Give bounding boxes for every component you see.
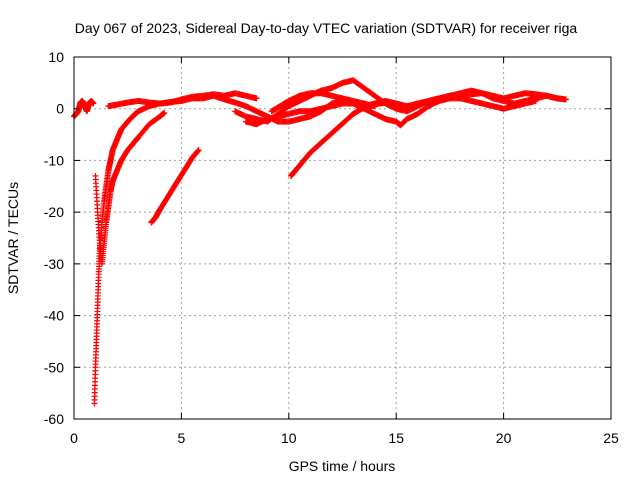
data-point xyxy=(393,100,400,107)
y-tick-label: -40 xyxy=(44,308,64,324)
series-satellite-d xyxy=(148,147,202,226)
x-tick-label: 25 xyxy=(603,430,619,446)
series-satellite-h xyxy=(287,99,400,179)
y-tick-label: -10 xyxy=(44,152,64,168)
y-axis-label: SDTVAR / TECUs xyxy=(5,182,21,294)
y-tick-label: 10 xyxy=(48,49,64,65)
plot-frame xyxy=(73,56,612,420)
y-tick-label: 0 xyxy=(56,101,64,117)
grid xyxy=(74,57,611,419)
data-point xyxy=(194,147,201,154)
series-satellite-g xyxy=(242,95,539,129)
axis-ticks: 0 5 10 15 20 25 10 0 -10 -20 -30 -40 -50 -60 xyxy=(44,49,619,446)
y-tick-label: -60 xyxy=(44,411,64,427)
series-satellite-a xyxy=(71,97,97,120)
y-tick-label: -20 xyxy=(44,204,64,220)
x-axis-label: GPS time / hours xyxy=(289,458,396,474)
y-tick-label: -50 xyxy=(44,359,64,375)
data-point xyxy=(253,95,260,102)
data-point xyxy=(195,147,202,154)
data-point xyxy=(90,100,97,107)
x-tick-label: 15 xyxy=(388,430,404,446)
y-tick-label: -30 xyxy=(44,256,64,272)
series-satellite-b xyxy=(91,90,260,407)
series-satellite-c xyxy=(92,109,168,267)
data-point xyxy=(161,109,168,116)
chart-title: Day 067 of 2023, Sidereal Day-to-day VTE… xyxy=(75,20,578,36)
x-tick-label: 5 xyxy=(178,430,186,446)
series-satellite-i xyxy=(268,90,378,115)
data-point xyxy=(371,103,378,110)
data-point xyxy=(554,95,561,102)
x-tick-label: 20 xyxy=(496,430,512,446)
data-points xyxy=(71,77,569,407)
x-tick-label: 10 xyxy=(281,430,297,446)
x-tick-label: 0 xyxy=(70,430,78,446)
data-point xyxy=(532,97,539,104)
data-point xyxy=(562,96,569,103)
